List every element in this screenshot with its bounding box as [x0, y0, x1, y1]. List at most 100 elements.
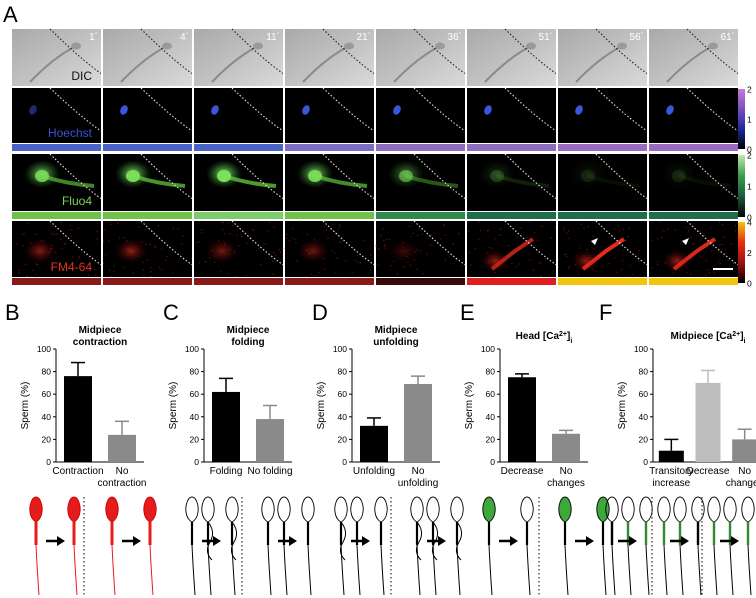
- sperm-head: [344, 42, 354, 50]
- noise-dot: [667, 228, 669, 230]
- noise-dot: [118, 237, 121, 239]
- noise-dot: [272, 273, 274, 275]
- intensity-bar: [12, 144, 101, 151]
- boundary-dotted-line: [504, 87, 557, 132]
- noise-dot: [228, 222, 230, 224]
- noise-dot: [577, 273, 579, 275]
- sperm-drawing: [374, 496, 388, 596]
- noise-dot: [541, 225, 543, 227]
- noise-dot: [50, 267, 52, 269]
- category-label: Contraction: [52, 466, 103, 477]
- sperm-drawing: [225, 496, 239, 596]
- noise-dot: [710, 250, 713, 252]
- image-cell-fluo-2: [103, 153, 193, 219]
- sperm-tail: [111, 544, 116, 596]
- noise-dot: [690, 236, 692, 239]
- sperm-drawing: [482, 496, 496, 596]
- sperm-tail: [393, 46, 439, 83]
- noise-dot: [638, 250, 640, 252]
- image-cell-hoechst-1: [12, 87, 102, 151]
- noise-dot: [335, 271, 337, 273]
- sperm-drawing: [410, 496, 424, 596]
- sperm-head: [482, 496, 496, 523]
- sperm-head: [29, 496, 43, 523]
- noise-dot: [538, 262, 540, 264]
- arrow-head-icon: [586, 536, 594, 546]
- row-label-fm: FM4-64: [51, 260, 93, 274]
- membrane-glow: [663, 250, 691, 272]
- flagellum-signal: [587, 174, 641, 188]
- sperm-tail: [432, 544, 437, 596]
- boundary-dotted-line: [595, 87, 648, 132]
- y-tick-label: 60: [486, 389, 496, 399]
- colour-scale-tick: 0: [747, 145, 752, 155]
- arrowhead-icon: [591, 238, 598, 245]
- noise-dot: [500, 234, 503, 236]
- noise-dot: [550, 220, 553, 222]
- time-label: 21´: [357, 31, 371, 43]
- category-label: changes: [547, 478, 585, 489]
- boundary-dotted-line: [413, 87, 466, 132]
- fluo-image: [12, 154, 101, 211]
- sperm-tail: [120, 46, 166, 83]
- noise-dot: [96, 238, 98, 240]
- boundary-dotted-line: [140, 87, 193, 132]
- sperm-head: [105, 496, 119, 523]
- arrow-head-icon: [133, 536, 141, 546]
- sperm-tail: [747, 544, 752, 596]
- noise-dot: [486, 230, 489, 232]
- sperm-tail: [211, 46, 257, 83]
- colour-scale-tick: 2: [747, 85, 752, 95]
- noise-dot: [292, 237, 294, 239]
- colour-scale-bar: [738, 222, 745, 283]
- boundary-dotted-line: [140, 220, 193, 266]
- y-tick-label: 60: [338, 389, 348, 399]
- arrow-head-icon: [362, 536, 370, 546]
- noise-dot: [246, 242, 249, 244]
- noise-dot: [205, 260, 207, 263]
- noise-dot: [197, 240, 200, 243]
- noise-dot: [299, 220, 301, 222]
- noise-dot: [22, 245, 24, 247]
- noise-dot: [422, 273, 424, 275]
- noise-dot: [717, 261, 719, 263]
- fluo-image: [558, 154, 647, 211]
- noise-dot: [443, 224, 445, 227]
- calcium-glow: [570, 160, 606, 188]
- category-label: Decrease: [501, 466, 544, 477]
- image-cell-dic-6: 51´: [467, 28, 557, 86]
- sperm-head: [225, 496, 239, 523]
- y-tick-label: 100: [185, 344, 199, 354]
- panel-title-line2: unfolding: [373, 337, 419, 348]
- y-axis-label: Sperm (%): [168, 382, 179, 430]
- sperm-drawing: [261, 496, 275, 596]
- noise-dot: [554, 226, 556, 229]
- noise-dot: [524, 220, 526, 223]
- noise-dot: [375, 245, 377, 247]
- sperm-drawing: [520, 496, 534, 596]
- noise-dot: [292, 228, 294, 230]
- panel-e: E Head [Ca2+]i 0 20 40 60 80 100 Sperm (%) Decrea…: [460, 300, 610, 597]
- sperm-head: [707, 496, 721, 523]
- schematic-midpiece: [605, 496, 755, 597]
- sperm-head: [185, 496, 199, 523]
- noise-dot: [516, 265, 518, 268]
- sperm-tail: [456, 544, 461, 596]
- y-axis-label: Sperm (%): [20, 382, 31, 430]
- image-cell-dic-1: 1´: [12, 28, 102, 86]
- noise-dot: [71, 236, 73, 238]
- sperm-tail: [697, 544, 702, 596]
- fluo-image: [103, 154, 192, 211]
- sperm-tail: [416, 544, 421, 596]
- noise-dot: [467, 221, 469, 224]
- category-label: Folding: [210, 466, 243, 477]
- y-tick-label: 0: [342, 457, 347, 467]
- noise-dot: [540, 275, 542, 277]
- sperm-tail: [645, 544, 650, 596]
- sperm-tail: [302, 46, 348, 83]
- boundary-dotted-line: [140, 28, 193, 74]
- noise-dot: [15, 243, 17, 245]
